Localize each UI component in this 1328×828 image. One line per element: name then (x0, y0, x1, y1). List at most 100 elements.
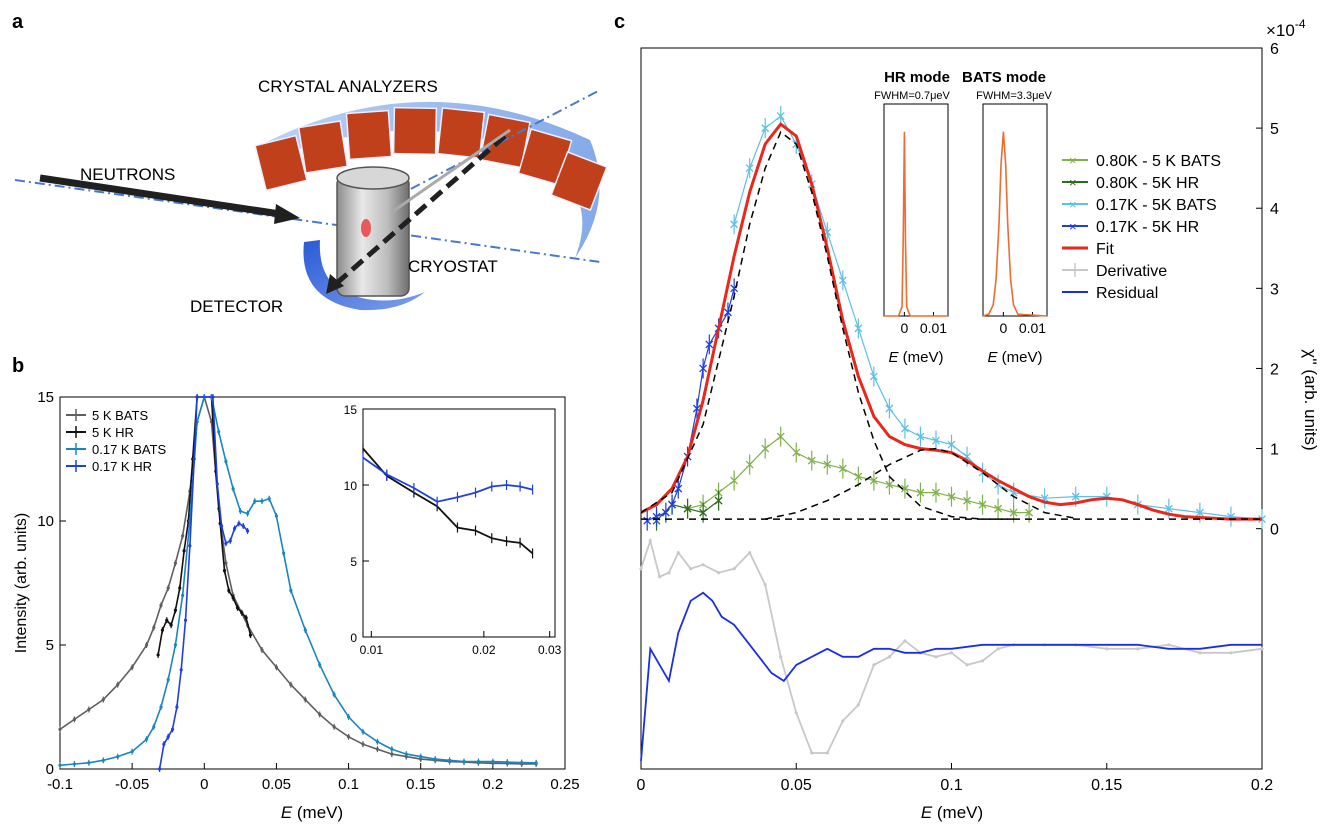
panel-c-ticks: 0 0.05 0.1 0.15 0.2 0 1 2 3 4 5 6 (637, 41, 1279, 794)
y-tick-label: 4 (1270, 201, 1279, 218)
label-detector: DETECTOR (190, 297, 283, 316)
crystal-analyzers (254, 106, 608, 211)
data-point (231, 487, 235, 491)
data-point (674, 484, 683, 493)
data-point (166, 678, 170, 682)
data-point (169, 623, 173, 627)
series-line-5-k-bats (59, 394, 537, 765)
data-point (730, 476, 739, 485)
data-point (303, 628, 307, 632)
data-point (238, 509, 242, 513)
data-point (274, 665, 279, 669)
y-tick-label: 0 (350, 631, 357, 645)
data-point (900, 424, 909, 433)
series-line-series (362, 456, 533, 503)
svg-text:5 K BATS: 5 K BATS (92, 408, 148, 423)
data-point (231, 596, 235, 600)
x-tick-label: 0.1 (338, 776, 359, 793)
panel-b-inset-box (362, 408, 556, 638)
inset-hr-plot: 0 0.01 (884, 131, 948, 336)
panel-label-c: c (614, 11, 625, 33)
data-point (462, 759, 466, 764)
beam-axis-line (14, 179, 601, 263)
legend-item-080k-hr: × 0.80K - 5K HR (1062, 175, 1199, 192)
instrument-schematic: CRYSTAL ANALYZERS NEUTRONS CRYOSTAT DETE… (14, 77, 608, 316)
inset-hr-mode: HR mode FWHM=0.7μeV 0 0.01 E (meV) (874, 69, 950, 366)
data-point (156, 653, 160, 657)
data-point (1071, 492, 1080, 501)
data-point (885, 404, 894, 413)
data-point (1164, 504, 1173, 513)
sample-icon (361, 219, 371, 237)
x-tick-label: 0 (637, 777, 646, 794)
inset-bats-fwhm: FWHM=3.3μeV (976, 90, 1052, 102)
data-point (361, 730, 365, 734)
data-point (101, 758, 105, 762)
data-point (318, 663, 322, 667)
data-point (390, 752, 394, 756)
data-point (240, 611, 244, 615)
legend-item-5k-bats: 5 K BATS (66, 408, 148, 423)
data-point (58, 763, 62, 767)
data-point (260, 499, 264, 503)
data-point (245, 511, 250, 516)
data-point (173, 561, 178, 565)
data-point (701, 563, 705, 567)
panel-b-xlabel: E (meV) (281, 803, 343, 822)
legend-item-017k-bats: 0.17 K BATS (66, 442, 167, 457)
data-point (963, 496, 971, 505)
cryostat-body (336, 175, 410, 297)
data-point (1009, 508, 1018, 517)
data-point (160, 628, 165, 632)
legend-item-017k-hr: 0.17 K HR (66, 459, 152, 474)
inset-bats-title: BATS mode (962, 69, 1046, 86)
data-point (520, 760, 524, 765)
data-point (745, 164, 754, 173)
svg-text:×: × (1069, 153, 1077, 168)
data-point (699, 508, 708, 517)
data-point (980, 659, 985, 663)
inset-hr-xlabel: E (meV) (888, 349, 943, 366)
data-point (838, 276, 847, 285)
data-point (887, 655, 892, 659)
y-tick-label: 0 (1270, 522, 1279, 539)
data-point (375, 740, 380, 744)
data-point (157, 767, 162, 771)
panel-c-legend: × 0.80K - 5 K BATS × 0.80K - 5K HR × 0.1… (1062, 153, 1221, 302)
data-point (639, 567, 643, 571)
panel-b-inset-ticks: 0.01 0.02 0.03 0 5 10 15 (344, 403, 562, 657)
data-point (1198, 651, 1202, 655)
svg-text:5 K HR: 5 K HR (92, 425, 134, 440)
series-line-series (884, 131, 948, 317)
data-point (761, 124, 770, 133)
data-point (237, 521, 241, 526)
x-tick-label: 0.03 (538, 643, 562, 657)
data-point (390, 747, 394, 751)
data-point (224, 459, 228, 464)
data-point (730, 220, 739, 229)
data-point (823, 460, 832, 469)
data-point (152, 725, 156, 729)
panel-label-a: a (12, 11, 24, 33)
x-tick-label: 0.2 (1251, 777, 1273, 794)
data-point (192, 457, 196, 461)
panel-c-chart: 0 0.05 0.1 0.15 0.2 0 1 2 3 4 5 6 ×10-4 χ'' (arb. u… (637, 17, 1320, 822)
legend-item-residual: Residual (1062, 285, 1158, 302)
data-point (289, 588, 293, 593)
crystal-tile (254, 134, 308, 192)
data-point (166, 586, 170, 590)
series-line-derivative (640, 537, 1263, 754)
panel-b-axes-box (59, 396, 566, 770)
data-point (648, 539, 652, 543)
inset-hr-box (883, 103, 949, 317)
panel-c-exponent: ×10-4 (1266, 17, 1306, 40)
y-tick-label: 15 (37, 389, 54, 406)
panel-c-plot-area (639, 106, 1266, 762)
data-point (162, 742, 166, 746)
data-point (661, 508, 670, 517)
data-point (130, 665, 134, 669)
data-point (289, 683, 293, 687)
inset-hr-title: HR mode (884, 69, 950, 86)
data-point (173, 608, 178, 612)
inset-bats-plot: 0 0.01 (982, 131, 1048, 336)
